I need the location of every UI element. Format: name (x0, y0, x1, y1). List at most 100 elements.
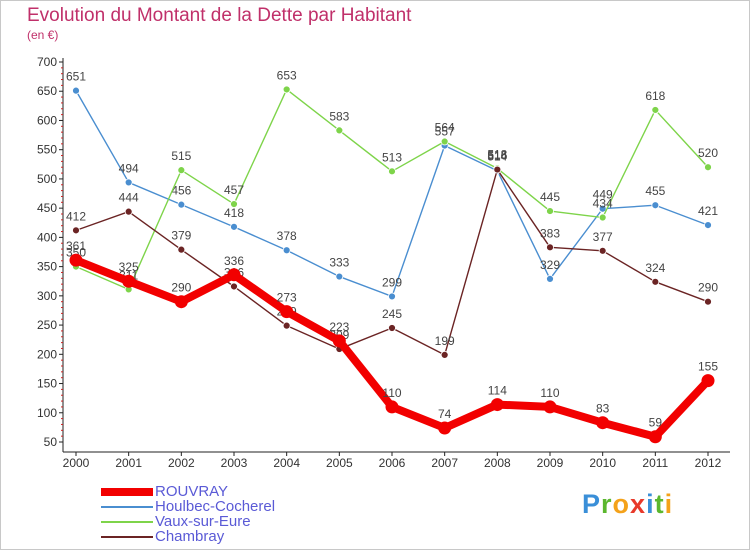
data-point-houlbec-cocherel (282, 246, 291, 255)
x-tick-label: 2008 (484, 456, 511, 470)
logo-letter: i (646, 489, 655, 519)
data-label-chambray: 290 (698, 281, 718, 295)
data-point-houlbec-cocherel (704, 221, 712, 230)
data-point-vaux-sur-eure (704, 163, 712, 172)
data-label-rouvray: 114 (488, 384, 507, 398)
data-label-rouvray: 110 (382, 386, 401, 400)
data-label-houlbec-cocherel: 421 (698, 204, 718, 218)
data-point-vaux-sur-eure (440, 137, 449, 146)
y-tick-label: 700 (37, 55, 57, 69)
data-label-rouvray: 74 (438, 407, 452, 421)
data-point-rouvray (596, 416, 610, 430)
data-point-rouvray (543, 400, 557, 414)
data-label-chambray: 379 (171, 229, 191, 243)
data-label-rouvray: 336 (224, 254, 244, 268)
data-label-rouvray: 273 (277, 291, 297, 305)
y-tick-label: 350 (37, 260, 57, 274)
data-point-rouvray (174, 295, 188, 309)
legend-label: ROUVRAY (155, 483, 229, 500)
data-point-houlbec-cocherel (335, 272, 344, 281)
x-tick-label: 2011 (642, 456, 668, 470)
data-label-houlbec-cocherel: 418 (224, 206, 244, 220)
data-point-vaux-sur-eure (177, 166, 186, 175)
data-point-chambray (388, 324, 396, 332)
y-tick-label: 650 (37, 84, 57, 98)
data-point-chambray (651, 277, 660, 286)
logo-letter: x (630, 489, 647, 519)
data-label-chambray: 383 (540, 226, 560, 240)
data-label-rouvray: 83 (596, 402, 610, 416)
legend-swatch (101, 505, 153, 508)
data-label-houlbec-cocherel: 299 (382, 275, 402, 289)
data-point-chambray (493, 165, 502, 174)
y-tick-label: 100 (37, 406, 57, 420)
data-label-vaux-sur-eure: 520 (698, 146, 718, 160)
data-label-rouvray: 325 (119, 260, 139, 274)
data-point-houlbec-cocherel (230, 222, 238, 231)
data-point-houlbec-cocherel (72, 86, 80, 95)
data-point-rouvray (227, 268, 241, 282)
x-tick-label: 2005 (326, 456, 353, 470)
data-point-vaux-sur-eure (230, 200, 238, 208)
logo-letter: o (612, 489, 631, 519)
data-point-chambray (546, 243, 554, 252)
data-label-chambray: 412 (66, 209, 86, 223)
data-label-rouvray: 361 (66, 239, 86, 253)
data-label-vaux-sur-eure: 445 (540, 190, 560, 204)
legend-label: Houlbec-Cocherel (155, 498, 276, 515)
data-point-rouvray (385, 400, 399, 414)
legend-item: ROUVRAY (101, 484, 275, 499)
data-point-chambray (72, 226, 80, 235)
data-label-houlbec-cocherel: 514 (487, 150, 507, 164)
data-label-rouvray: 110 (540, 386, 559, 400)
proxiti-logo: Proxiti (582, 489, 673, 520)
x-tick-label: 2007 (431, 456, 458, 470)
data-point-vaux-sur-eure (335, 126, 344, 135)
data-point-houlbec-cocherel (546, 274, 554, 283)
legend-swatch (101, 487, 153, 496)
y-tick-label: 450 (37, 201, 57, 215)
legend-item: Houlbec-Cocherel (101, 499, 275, 514)
data-point-rouvray (438, 421, 452, 435)
data-point-vaux-sur-eure (546, 207, 554, 215)
data-label-houlbec-cocherel: 378 (277, 229, 297, 243)
data-label-vaux-sur-eure: 583 (329, 109, 349, 123)
y-tick-label: 400 (37, 230, 57, 244)
data-point-houlbec-cocherel (124, 178, 133, 187)
logo-letter: P (582, 489, 602, 519)
data-label-vaux-sur-eure: 564 (435, 121, 455, 135)
data-point-chambray (598, 246, 607, 255)
y-tick-label: 550 (37, 143, 57, 157)
y-tick-label: 50 (44, 435, 58, 449)
data-label-houlbec-cocherel: 456 (171, 184, 191, 198)
data-label-houlbec-cocherel: 455 (645, 184, 665, 198)
chart-subtitle: (en €) (27, 28, 59, 42)
data-label-houlbec-cocherel: 449 (593, 188, 613, 202)
legend-item: Vaux-sur-Eure (101, 514, 275, 529)
y-tick-label: 250 (37, 318, 57, 332)
y-tick-label: 600 (37, 113, 57, 127)
data-label-vaux-sur-eure: 515 (171, 149, 191, 163)
data-label-houlbec-cocherel: 329 (540, 258, 560, 272)
data-point-houlbec-cocherel (388, 292, 396, 301)
data-point-rouvray (701, 374, 715, 388)
y-tick-label: 300 (37, 289, 57, 303)
data-label-chambray: 444 (119, 191, 139, 205)
x-tick-label: 2006 (379, 456, 406, 470)
data-point-rouvray (280, 305, 294, 319)
data-label-vaux-sur-eure: 653 (277, 68, 297, 82)
y-tick-label: 200 (37, 347, 57, 361)
data-label-rouvray: 223 (329, 320, 349, 334)
data-label-rouvray: 290 (171, 281, 191, 295)
chart-title: Evolution du Montant de la Dette par Hab… (27, 5, 412, 26)
y-tick-label: 150 (37, 377, 57, 391)
data-point-chambray (177, 245, 186, 254)
logo-letter: t (654, 489, 665, 519)
data-point-rouvray (648, 430, 662, 444)
data-label-chambray: 199 (435, 334, 455, 348)
x-tick-label: 2000 (63, 456, 90, 470)
x-tick-label: 2001 (115, 456, 142, 470)
data-point-chambray (704, 297, 712, 306)
